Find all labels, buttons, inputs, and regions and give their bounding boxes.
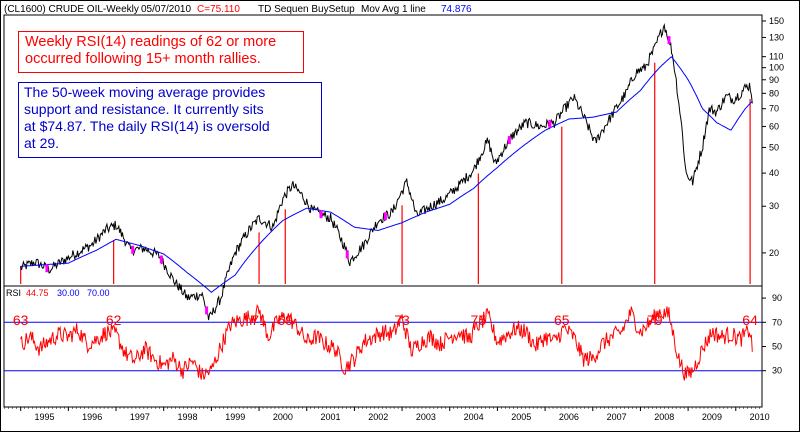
header-date: 05/07/2010 [141,4,191,15]
setup-marker [667,36,671,45]
price-tick-label: 20 [769,248,779,258]
price-tick-label: 130 [769,32,784,42]
setup-marker [345,250,349,259]
rsi-peak-label: 79 [647,312,663,328]
header-close: C=75.110 [197,4,240,15]
setup-marker [45,264,49,273]
rsi-legend-upper: 70.00 [87,288,110,298]
moving-average-line [20,56,753,293]
signal-lines [20,62,751,284]
x-tick-label: 2007 [607,412,627,422]
rsi-peak-labels: 63 62 71 69 73 75 65 79 64 [13,312,758,328]
rsi-axis: 90 70 50 30 [762,293,782,376]
x-tick-label: 2009 [702,412,722,422]
setup-marker [131,245,135,254]
rsi-peak-label: 75 [471,312,487,328]
ma-annotation-line1: The 50-week moving average provides [24,84,266,100]
setup-marker [159,255,163,264]
price-tick-label: 30 [769,201,779,211]
header-study: TD Sequen BuySetup [258,4,355,15]
rsi-tick-label: 90 [772,293,782,303]
x-tick-label: 1998 [178,412,198,422]
setup-marker [205,306,209,315]
price-tick-label: 60 [769,121,779,131]
rsi-legend-value: 44.75 [26,288,49,298]
rsi-peak-label: 64 [742,312,758,328]
price-tick-label: 150 [769,16,784,26]
setup-markers [45,36,671,315]
x-tick-label: 2001 [321,412,341,422]
rsi-tick-label: 30 [772,366,782,376]
rsi-peak-label: 73 [394,312,410,328]
rsi-annotation-box: Weekly RSI(14) readings of 62 or more oc… [18,31,304,73]
rsi-peak-label: 63 [13,312,29,328]
header-symbol: (CL1600) CRUDE OIL-Weekly [4,4,139,15]
price-tick-label: 90 [769,75,779,85]
x-tick-label: 2008 [654,412,674,422]
ma-annotation-box: The 50-week moving average provides supp… [18,82,322,158]
price-tick-label: 70 [769,104,779,114]
rsi-peak-label: 65 [554,312,570,328]
x-tick-label: 2002 [368,412,388,422]
rsi-annotation-line2: occurred following 15+ month rallies. [25,51,261,67]
x-tick-label: 2000 [273,412,293,422]
rsi-legend-lower: 30.00 [57,288,80,298]
header-ma-label: Mov Avg 1 line [361,4,426,15]
price-tick-label: 40 [769,168,779,178]
rsi-legend-label: RSI [6,288,21,298]
price-series-line [20,23,753,321]
price-tick-label: 80 [769,88,779,98]
rsi-annotation-line1: Weekly RSI(14) readings of 62 or more [25,34,277,50]
price-tick-label: 100 [769,63,784,73]
rsi-peak-label: 62 [106,312,122,328]
x-tick-label: 2003 [416,412,436,422]
ma-annotation-line4: at 29. [24,135,60,151]
x-tick-label: 1999 [225,412,245,422]
x-tick-label: 1995 [35,412,55,422]
rsi-tick-label: 50 [772,342,782,352]
x-tick-label: 1997 [130,412,150,422]
setup-marker [319,210,323,219]
x-tick-label: 2010 [750,412,770,422]
rsi-tick-label: 70 [772,317,782,327]
ma-annotation-line2: support and resistance. It currently sit… [24,101,264,117]
rsi-peak-label: 71 [251,312,267,328]
price-tick-label: 110 [769,52,783,62]
price-tick-label: 50 [769,142,779,152]
header-ma-value: 74.876 [441,4,472,15]
x-tick-label: 2006 [559,412,579,422]
x-tick-label: 2004 [464,412,484,422]
rsi-series-line [20,303,753,381]
x-tick-label: 2005 [511,412,531,422]
x-tick-label: 1996 [82,412,102,422]
rsi-peak-label: 69 [277,312,293,328]
rsi-reference-lines [4,321,762,372]
ma-annotation-line3: at $74.87. The daily RSI(14) is oversold [24,118,270,134]
setup-marker [548,119,552,128]
setup-marker [507,136,511,145]
setup-marker [383,212,387,221]
x-axis: 1995 1996 1997 1998 1999 2000 2001 2002 2003 2004… [4,407,770,422]
